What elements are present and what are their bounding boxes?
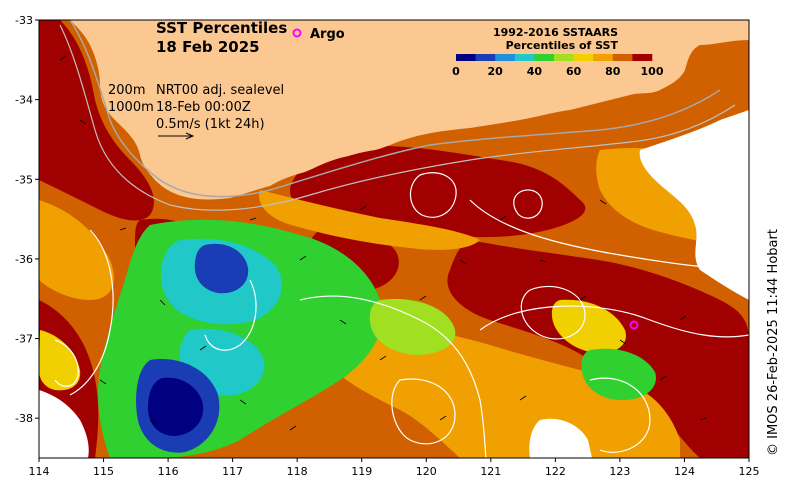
colorbar-swatches [456,54,653,61]
argo-legend-label: Argo [310,27,345,42]
map-title: SST Percentiles [156,19,287,37]
y-tick-label: -34 [15,94,33,107]
colorbar-swatch [534,54,555,61]
x-tick-label: 122 [545,465,566,478]
colorbar-tick-label: 80 [605,65,621,78]
colorbar-swatch [593,54,614,61]
isobath-200m [69,20,721,198]
x-tick-label: 119 [351,465,372,478]
colorbar-tick-label: 40 [527,65,543,78]
lightgreen-patch [369,299,456,355]
colorbar-swatch [495,54,516,61]
vector-scale-label: 0.5m/s (1kt 24h) [156,117,265,132]
datetime-label: 18-Feb 00:00Z [156,100,251,115]
orange-band-south [320,325,680,458]
yellow-patch-sw [39,330,81,391]
colorbar-swatch [612,54,633,61]
x-tick-label: 123 [609,465,630,478]
orange-patch-west [39,200,114,300]
isobath-1000m [59,24,736,211]
x-axis: 114 115 116 117 118 119 120 121 122 123 124 125 [29,458,760,478]
map-date: 18 Feb 2025 [156,38,260,56]
land-australia [39,20,749,200]
green-patch-east [581,348,656,400]
depth-200-label: 200m [108,83,145,98]
colorbar-swatch [573,54,594,61]
warm-anomaly-north [290,145,586,238]
x-tick-label: 117 [222,465,243,478]
colorbar-swatch [514,54,535,61]
colorbar-swatch [632,54,653,61]
colorbar-ticks: 0 20 40 60 80 100 [452,65,664,78]
argo-legend-icon [292,28,302,38]
colorbar-tick-label: 0 [452,65,460,78]
y-tick-label: -37 [15,333,33,346]
sea-level-contours [54,172,749,458]
colorbar-swatch [475,54,496,61]
orange-band-shelf [259,190,480,250]
colorbar-tick-label: 100 [641,65,664,78]
yellow-patch-east [551,299,626,354]
nodata-east [639,110,749,300]
colorbar-swatch [456,54,476,61]
y-tick-label: -36 [15,253,33,266]
colorbar-swatch [554,54,574,61]
colorbar-title-1: 1992-2016 SSTAARS [493,26,618,39]
x-tick-label: 115 [93,465,114,478]
x-tick-label: 124 [674,465,695,478]
argo-float-marker [629,320,639,330]
x-tick-label: 116 [158,465,179,478]
x-tick-label: 114 [29,465,50,478]
colorbar-tick-label: 60 [566,65,582,78]
navy-cold-core [148,377,204,436]
nodata-south-central [529,418,592,458]
blue-cold-core-north [194,243,249,294]
y-tick-label: -35 [15,173,33,186]
depth-1000-label: 1000m [108,100,154,115]
x-tick-label: 118 [287,465,308,478]
x-tick-label: 121 [480,465,501,478]
colorbar-title-2: Percentiles of SST [506,39,619,52]
y-tick-label: -33 [15,14,33,27]
nodata-southwest [39,390,89,458]
y-axis: -33 -34 -35 -36 -37 -38 [15,14,39,425]
x-tick-label: 120 [416,465,437,478]
copyright-credit: © IMOS 26-Feb-2025 11:44 Hobart [766,229,781,456]
x-tick-label: 125 [739,465,760,478]
plot-frame [38,19,750,459]
map-plot-area [39,20,749,458]
y-tick-label: -38 [15,412,33,425]
warm-anomaly-west [39,20,154,221]
vector-scale-arrow [158,132,195,140]
product-label: NRT00 adj. sealevel [156,83,284,98]
current-vectors [59,55,707,431]
colorbar-tick-label: 20 [488,65,504,78]
